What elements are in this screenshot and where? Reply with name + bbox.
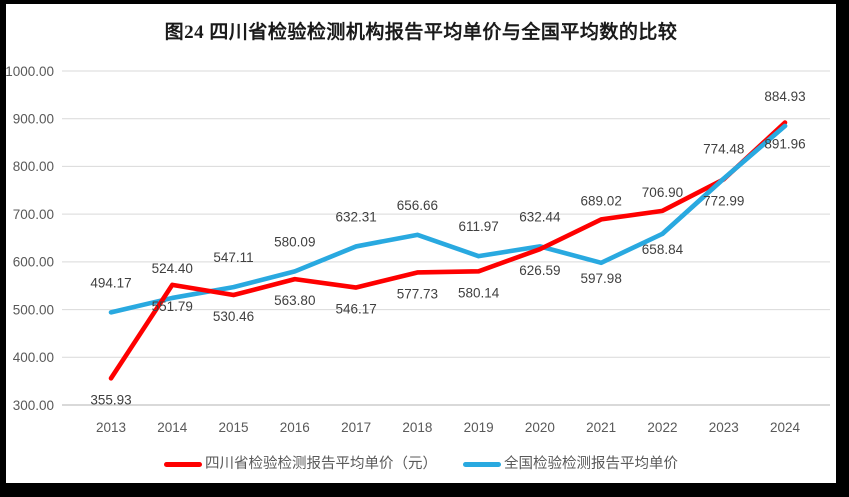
data-label-national: 632.44 xyxy=(519,209,561,224)
legend-label-sichuan: 四川省检验检测报告平均单价（元） xyxy=(205,456,437,472)
x-tick-label: 2013 xyxy=(96,420,126,435)
data-label-sichuan: 891.96 xyxy=(764,137,805,152)
data-label-national: 632.31 xyxy=(335,209,376,224)
x-tick-label: 2015 xyxy=(219,420,249,435)
data-label-national: 597.98 xyxy=(581,271,622,286)
data-label-sichuan: 706.90 xyxy=(642,185,683,200)
legend-item-sichuan: 四川省检验检测报告平均单价（元） xyxy=(164,454,437,474)
x-tick-label: 2014 xyxy=(157,420,188,435)
x-tick-label: 2017 xyxy=(341,420,371,435)
data-label-national: 884.93 xyxy=(764,89,805,104)
x-tick-label: 2022 xyxy=(647,420,677,435)
data-label-sichuan: 580.14 xyxy=(458,285,500,300)
x-tick-label: 2018 xyxy=(402,420,432,435)
chart-legend: 四川省检验检测报告平均单价（元） 全国检验检测报告平均单价 xyxy=(6,454,836,474)
x-tick-label: 2024 xyxy=(770,420,801,435)
data-label-national: 494.17 xyxy=(90,275,131,290)
data-label-sichuan: 355.93 xyxy=(90,392,131,407)
chart-frame: 图24 四川省检验检测机构报告平均单价与全国平均数的比较 300.00 400.0… xyxy=(6,4,836,483)
legend-item-national: 全国检验检测报告平均单价 xyxy=(463,454,678,474)
legend-label-national: 全国检验检测报告平均单价 xyxy=(504,456,678,472)
series-line-sichuan xyxy=(108,120,788,381)
data-label-national: 524.40 xyxy=(152,261,193,276)
series-line-national xyxy=(108,123,788,315)
x-tick-label: 2019 xyxy=(464,420,494,435)
y-tick-label: 600.00 xyxy=(13,255,54,270)
data-label-national: 656.66 xyxy=(397,198,438,213)
data-label-sichuan: 563.80 xyxy=(274,293,315,308)
x-tick-label: 2020 xyxy=(525,420,555,435)
series-line-national-overlay xyxy=(660,123,788,237)
data-label-sichuan: 551.79 xyxy=(152,299,193,314)
y-tick-label: 800.00 xyxy=(13,159,54,174)
y-tick-label: 500.00 xyxy=(13,302,54,317)
data-label-national: 774.48 xyxy=(703,142,744,157)
y-tick-label: 700.00 xyxy=(13,207,54,222)
sichuan-line-swatch-icon xyxy=(164,461,202,467)
data-label-national: 658.84 xyxy=(642,242,684,257)
data-label-sichuan: 689.02 xyxy=(581,193,622,208)
y-tick-label: 1000.00 xyxy=(6,64,54,79)
data-label-sichuan: 772.99 xyxy=(703,193,744,208)
y-tick-label: 300.00 xyxy=(13,398,54,413)
x-tick-label: 2016 xyxy=(280,420,310,435)
data-label-national: 547.11 xyxy=(213,250,253,265)
data-label-sichuan: 546.17 xyxy=(335,302,376,317)
data-label-sichuan: 530.46 xyxy=(213,309,254,324)
x-tick-label: 2021 xyxy=(586,420,616,435)
data-label-sichuan: 626.59 xyxy=(519,263,560,278)
y-tick-label: 400.00 xyxy=(13,350,54,365)
x-tick-label: 2023 xyxy=(709,420,739,435)
data-label-sichuan: 577.73 xyxy=(397,286,438,301)
national-line-swatch-icon xyxy=(463,461,501,467)
chart-title: 图24 四川省检验检测机构报告平均单价与全国平均数的比较 xyxy=(164,22,678,43)
data-label-national: 580.09 xyxy=(274,234,315,249)
line-chart: 300.00 400.00 500.00 600.00 700.00 800.00 900.… xyxy=(6,64,830,435)
data-label-national: 611.97 xyxy=(458,219,498,234)
y-tick-label: 900.00 xyxy=(13,112,54,127)
